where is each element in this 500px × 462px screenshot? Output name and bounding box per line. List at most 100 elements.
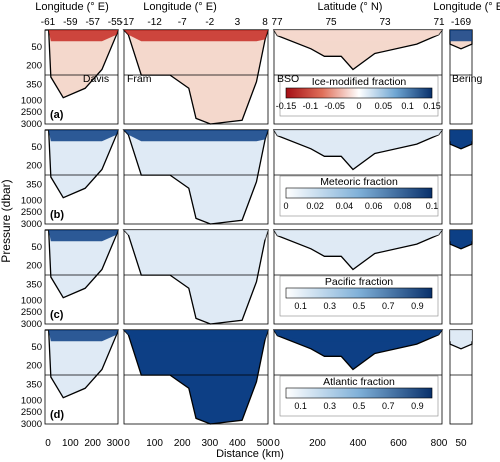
top-axis-label: Longitude (° E) [143, 1, 217, 13]
colorbar-title: Atlantic fraction [323, 376, 395, 388]
colorbar-tick-label: 0.1 [426, 201, 439, 211]
water-section [122, 129, 269, 225]
water-section [45, 29, 119, 99]
colorbar [285, 87, 433, 99]
water-section [45, 329, 119, 399]
surface-layer [45, 30, 118, 42]
y-tick-label: 350 [26, 380, 42, 391]
water-section [45, 229, 119, 299]
top-tick-label: 71 [433, 17, 445, 28]
top-tick-label: 73 [379, 17, 391, 28]
water-section [45, 129, 119, 199]
surface-layer [450, 130, 472, 142]
colorbar-title: Pacific fraction [325, 276, 393, 288]
colorbar-tick-label: 0.06 [365, 201, 383, 211]
surface-layer [45, 330, 118, 342]
y-tick-label: 50 [31, 342, 42, 353]
y-tick-label: 50 [31, 142, 42, 153]
y-tick-label: 3000 [21, 219, 42, 230]
panel-letter: (c) [50, 309, 64, 321]
top-tick-label: -61 [41, 17, 56, 28]
top-tick-label: 75 [325, 17, 337, 28]
bottom-tick-label: 200 [174, 438, 191, 449]
surface-layer [274, 30, 442, 42]
colorbar-tick-label: 0.02 [306, 201, 324, 211]
bottom-tick-label: 200 [84, 438, 101, 449]
bottom-tick-label: 0 [124, 438, 130, 449]
section-name: Fram [127, 73, 152, 85]
bottom-tick-label: 800 [431, 438, 448, 449]
colorbar-tick-label: 0 [283, 201, 288, 211]
top-tick-label: 3 [235, 17, 241, 28]
colorbar-tick-label: 0.3 [324, 401, 337, 411]
surface-layer [450, 330, 472, 342]
colorbar-tick-label: 0 [356, 101, 361, 111]
surface-layer [450, 230, 472, 242]
top-tick-label: -59 [63, 17, 78, 28]
bottom-tick-label: 300 [201, 438, 218, 449]
bottom-tick-label: 50 [455, 438, 467, 449]
top-axes: Longitude (° E) -61 -59 -57 -55 Longitude (° … [35, 1, 500, 28]
y-axis-label: Pressure (dbar) [0, 179, 13, 262]
bottom-tick-label: 100 [146, 438, 163, 449]
y-tick-label: 200 [26, 361, 42, 372]
surface-layer [45, 130, 118, 142]
colorbar-tick-label: 0.9 [411, 301, 424, 311]
bottom-tick-label: 300 [107, 438, 124, 449]
surface-layer [124, 330, 268, 342]
bottom-tick-label: 400 [350, 438, 367, 449]
section-name: Davis [83, 73, 109, 85]
colorbar-tick-label: -0.15 [276, 101, 297, 111]
y-tick-label: 2500 [21, 207, 42, 218]
y-tick-label: 2500 [21, 307, 42, 318]
x-axis-label: Distance (km) [216, 448, 284, 460]
colorbar-tick-label: 0.1 [294, 401, 307, 411]
colorbar-tick-label: 0.9 [411, 401, 424, 411]
surface-layer [45, 230, 118, 242]
top-tick-label: 8 [262, 17, 268, 28]
y-tick-label: 1000 [21, 296, 42, 307]
surface-layer [450, 30, 472, 42]
panel-letter: (b) [50, 209, 64, 221]
colorbar [285, 387, 433, 399]
surface-layer [274, 330, 442, 342]
y-tick-label: 3000 [21, 419, 42, 430]
water-section [122, 229, 269, 325]
bottom-tick-label: 600 [390, 438, 407, 449]
y-tick-label: 3000 [21, 319, 42, 330]
top-axis-label: Longitude (° E) [433, 1, 500, 13]
bottom-tick-label: 0 [274, 438, 280, 449]
colorbar-tick-label: 0.15 [423, 101, 441, 111]
colorbar-tick-label: -0.1 [303, 101, 319, 111]
panel-letter: (d) [50, 409, 64, 421]
top-tick-label: -57 [85, 17, 100, 28]
colorbar-title: Ice-modified fraction [312, 76, 407, 88]
y-tick-label: 200 [26, 261, 42, 272]
bottom-axes: 0 100 200 300 0 100 200 300 400 500 0 200 400 600 800 5… [45, 438, 467, 449]
surface-layer [274, 230, 442, 242]
colorbar-tick-label: 0.08 [394, 201, 412, 211]
y-tick-label: 2500 [21, 107, 42, 118]
y-tick-label: 1000 [21, 196, 42, 207]
colorbar-tick-label: 0.7 [382, 301, 395, 311]
water-section [122, 329, 269, 425]
colorbar-tick-label: 0.5 [353, 301, 366, 311]
colorbar-tick-label: 0.1 [294, 301, 307, 311]
bottom-tick-label: 100 [62, 438, 79, 449]
colorbar-tick-label: 0.05 [375, 101, 393, 111]
y-tick-label: 350 [26, 280, 42, 291]
top-axis-label: Longitude (° E) [35, 1, 109, 13]
top-tick-label: -55 [108, 17, 123, 28]
colorbar-tick-label: 0.3 [324, 301, 337, 311]
y-tick-label: 350 [26, 80, 42, 91]
y-tick-label: 350 [26, 180, 42, 191]
y-tick-label: 50 [31, 42, 42, 53]
y-tick-label: 2500 [21, 407, 42, 418]
bottom-tick-label: 0 [45, 438, 51, 449]
surface-layer [124, 30, 268, 42]
